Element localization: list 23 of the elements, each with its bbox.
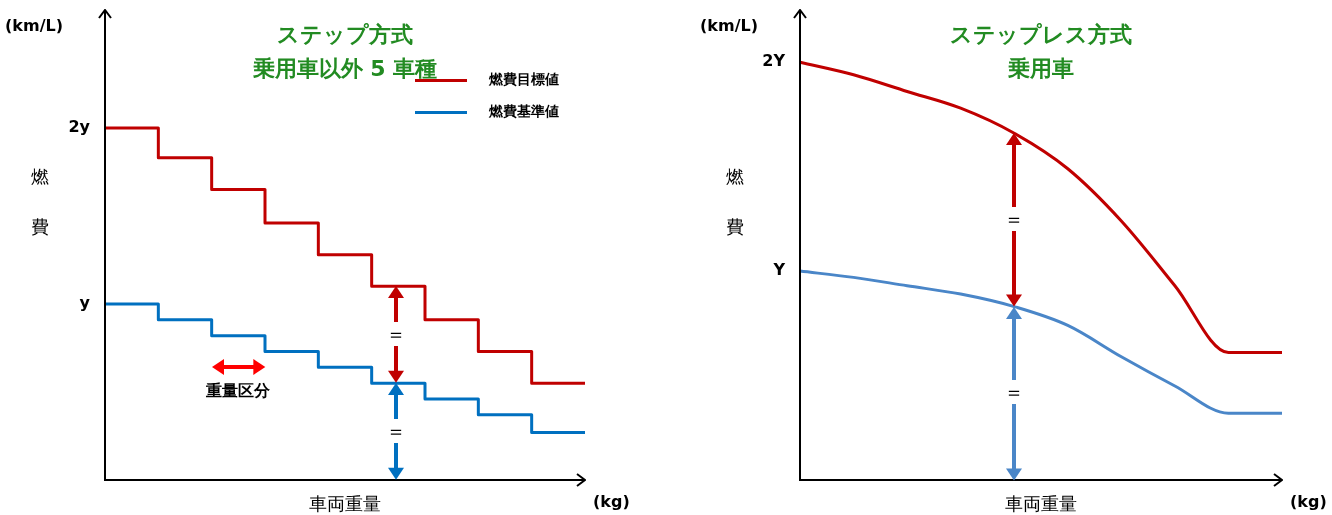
annotation: 重量区分 <box>205 381 272 403</box>
annotation: ＝ <box>1002 380 1027 405</box>
legend-label: 燃費目標値 <box>489 71 559 89</box>
text: Y <box>772 260 785 280</box>
x-axis-title: 車両重量 <box>308 492 382 515</box>
chart-title: ステップ方式 <box>276 21 414 49</box>
text: 2y <box>67 116 90 136</box>
legend-label: 燃費基準値 <box>489 103 559 121</box>
text: 燃費 <box>726 166 744 237</box>
text: 2Y <box>761 51 785 71</box>
annotation: ＝ <box>1002 206 1027 231</box>
annotation: ＝ <box>383 418 408 443</box>
x-axis-title: 車両重量 <box>1004 492 1078 515</box>
text: (kg) <box>593 492 630 511</box>
text: 燃費 <box>31 166 49 237</box>
chart-title: ステップレス方式 <box>949 21 1133 49</box>
chart-subtitle: 乗用車以外 5 車種 <box>252 56 438 81</box>
text: (kg) <box>1290 492 1327 511</box>
text: (km/L) <box>5 16 63 35</box>
chart-subtitle: 乗用車 <box>1007 55 1075 83</box>
text: (km/L) <box>700 16 758 35</box>
text: y <box>78 292 90 312</box>
annotation: ＝ <box>383 321 408 346</box>
